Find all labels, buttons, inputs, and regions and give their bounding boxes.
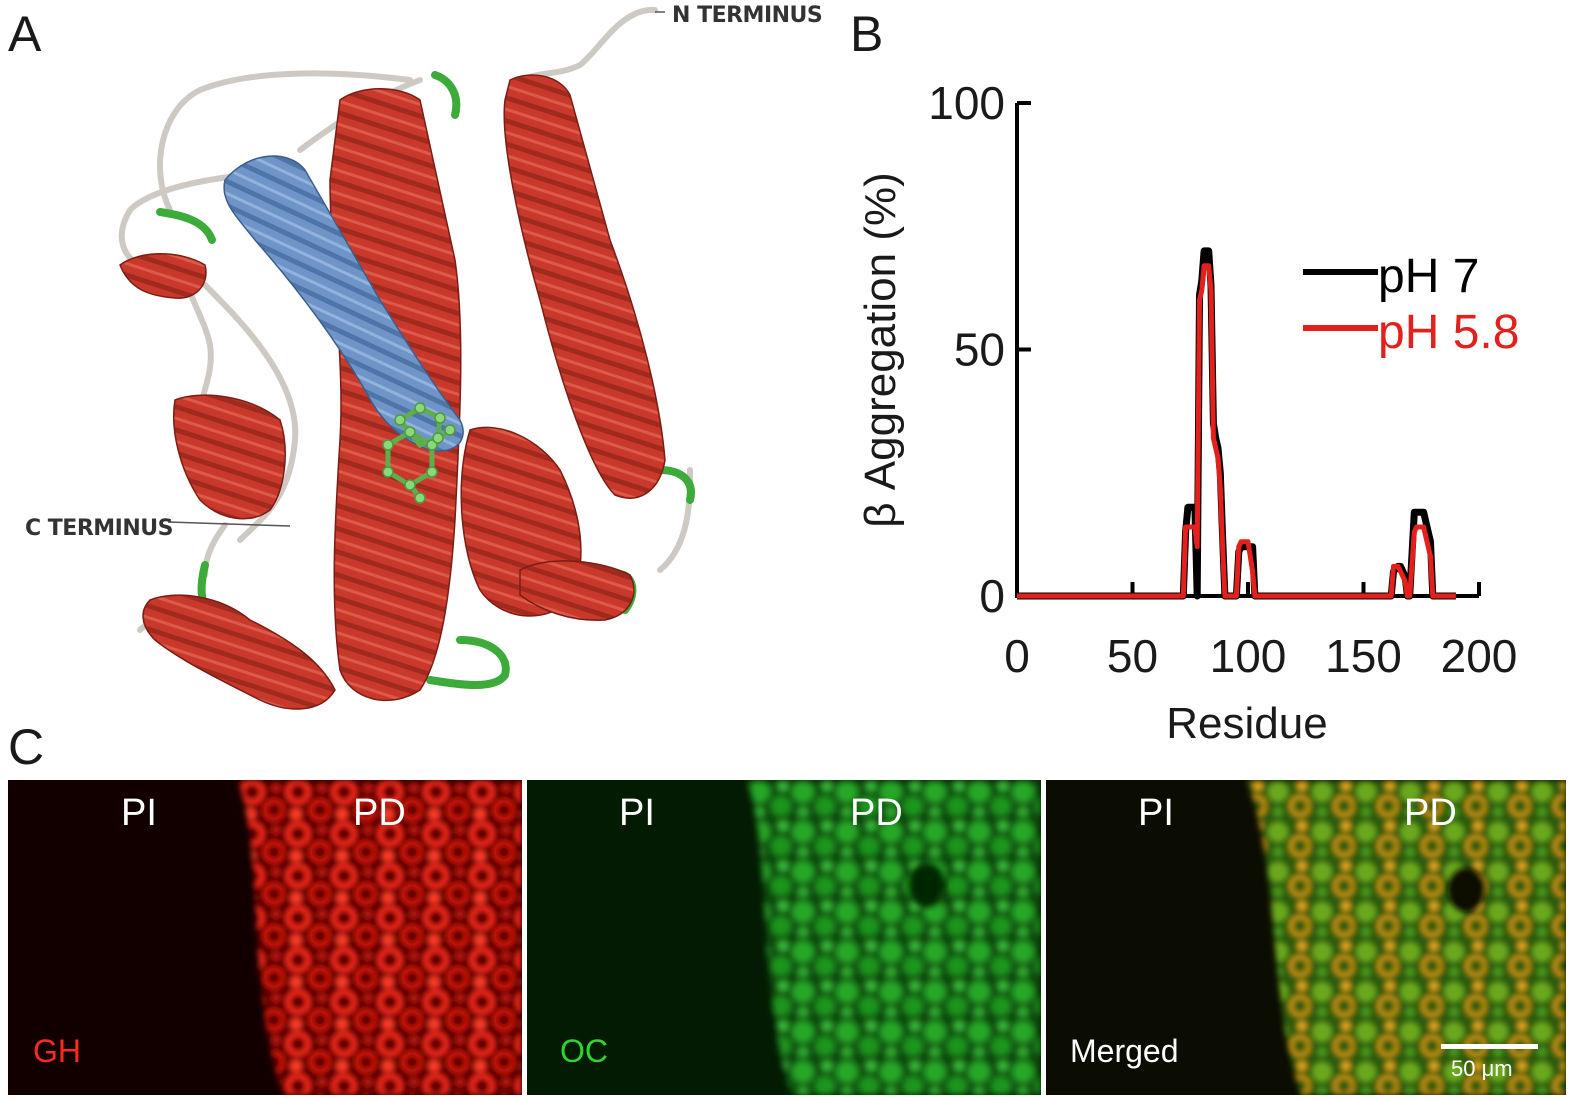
- x-tick-label: 0: [1004, 630, 1030, 682]
- y-axis: 0 50 100: [928, 77, 1031, 622]
- series-line-ph5-8: [1017, 263, 1456, 599]
- merged-pi-label: PI: [1138, 792, 1174, 834]
- aggregation-line-chart: 0 50 100 0 50 100 150 200 pH 7pH 5.8 β Aggrega…: [856, 77, 1519, 748]
- aggregation-chart-panel: 0 50 100 0 50 100 150 200 pH 7 pH 5.8 β Aggrega…: [850, 0, 1575, 760]
- merged-pd-label: PD: [1404, 792, 1457, 834]
- oc-pd-label: PD: [850, 792, 903, 834]
- scale-bar-label: 50 μm: [1451, 1056, 1513, 1081]
- c-terminus-leader: [167, 521, 291, 527]
- chart-legend: pH 7pH 5.8: [1303, 250, 1519, 359]
- gh-pi-label: PI: [121, 792, 157, 834]
- c-terminus-label: C TERMINUS: [25, 516, 173, 541]
- microscopy-panel: PI PD GH PI PD OC: [0, 780, 1575, 1100]
- gh-pd-label: PD: [353, 792, 406, 834]
- panel-a-label: A: [8, 6, 42, 62]
- scale-bar: [1441, 1044, 1538, 1049]
- oc-texture: [747, 780, 1041, 1095]
- x-axis: 0 50 100 150 200: [1004, 582, 1517, 682]
- oc-stain-label: OC: [560, 1033, 608, 1069]
- merged-stain-label: Merged: [1070, 1033, 1179, 1069]
- legend-label: pH 5.8: [1378, 306, 1519, 359]
- oc-pi-label: PI: [619, 792, 655, 834]
- merged-image: PI PD Merged 50 μm: [1046, 780, 1566, 1095]
- gh-image: PI PD GH: [8, 780, 522, 1095]
- panel-b-label: B: [850, 6, 884, 62]
- y-tick-label: 50: [954, 324, 1005, 376]
- x-tick-label: 100: [1210, 630, 1287, 682]
- ligand-molecule: [382, 402, 456, 504]
- panel-c-label: C: [8, 719, 45, 775]
- x-tick-label: 150: [1325, 630, 1402, 682]
- y-tick-label: 100: [928, 77, 1005, 129]
- protein-ribbon-diagram: N TERMINUS C TERMINUS: [25, 3, 823, 710]
- merged-texture: [1246, 780, 1566, 1095]
- x-axis-label: Residue: [1166, 699, 1327, 748]
- x-tick-label: 200: [1441, 630, 1518, 682]
- y-tick-label: 0: [979, 570, 1005, 622]
- legend-label: pH 7: [1378, 250, 1479, 303]
- y-axis-label: β Aggregation (%): [856, 172, 905, 527]
- oc-image: PI PD OC: [527, 780, 1041, 1095]
- gh-texture: [238, 780, 522, 1095]
- chart-series: [1017, 247, 1456, 600]
- n-terminus-label: N TERMINUS: [672, 3, 822, 28]
- gh-stain-label: GH: [33, 1033, 81, 1069]
- x-tick-label: 50: [1107, 630, 1158, 682]
- protein-structure-panel: N TERMINUS C TERMINUS: [0, 0, 860, 730]
